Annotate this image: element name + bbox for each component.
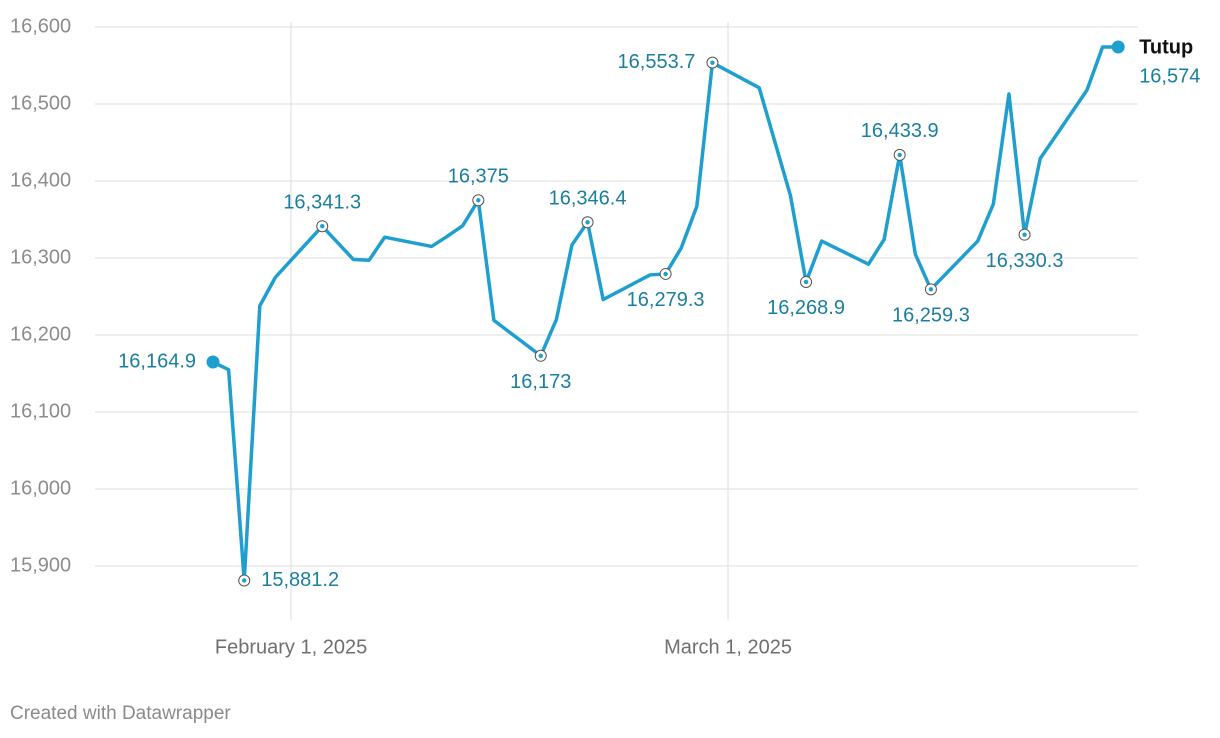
footer: Created with Datawrapper bbox=[10, 703, 231, 724]
point-dot bbox=[803, 279, 809, 285]
value-label: 16,375 bbox=[448, 166, 509, 188]
y-tick-label: 16,400 bbox=[10, 169, 71, 191]
y-tick-label: 16,300 bbox=[10, 246, 71, 268]
point-dot bbox=[897, 152, 902, 158]
y-tick-label: 16,100 bbox=[10, 400, 71, 422]
value-label: 15,881.2 bbox=[261, 569, 339, 591]
point-dot bbox=[663, 271, 668, 277]
line bbox=[212, 45, 1119, 583]
point-dot bbox=[320, 223, 325, 229]
series-label: Tutup bbox=[1139, 36, 1193, 58]
point-dot bbox=[928, 287, 934, 292]
y-tick-label: 16,600 bbox=[10, 15, 71, 37]
point bbox=[1111, 40, 1125, 54]
x-tick-label: March 1, 2025 bbox=[664, 636, 792, 658]
point-dot bbox=[585, 220, 590, 225]
value-label: 16,341.3 bbox=[283, 191, 361, 213]
value-label: 16,553.7 bbox=[618, 51, 696, 73]
point bbox=[206, 355, 220, 369]
x-tick-label: February 1, 2025 bbox=[215, 636, 367, 658]
value-label: 16,268.9 bbox=[767, 297, 845, 319]
point-dot bbox=[710, 60, 715, 65]
value-label: 16,173 bbox=[510, 371, 571, 393]
value-label: 16,433.9 bbox=[861, 120, 939, 142]
value-label: 16,346.4 bbox=[549, 188, 627, 210]
value-label: 16,574 bbox=[1139, 65, 1200, 87]
point-dot bbox=[538, 353, 543, 358]
value-label: 16,259.3 bbox=[892, 305, 970, 327]
point-dot bbox=[1022, 232, 1027, 237]
value-label: 16,164.9 bbox=[118, 350, 196, 372]
y-tick-label: 16,500 bbox=[10, 92, 71, 114]
value-label: 16,279.3 bbox=[627, 289, 705, 311]
y-tick-label: 16,000 bbox=[10, 477, 71, 499]
y-tick-label: 16,200 bbox=[10, 323, 71, 345]
point-dot bbox=[242, 578, 247, 583]
y-tick-label: 15,900 bbox=[10, 554, 71, 576]
value-label: 16,330.3 bbox=[986, 250, 1064, 272]
point-dot bbox=[476, 198, 481, 203]
